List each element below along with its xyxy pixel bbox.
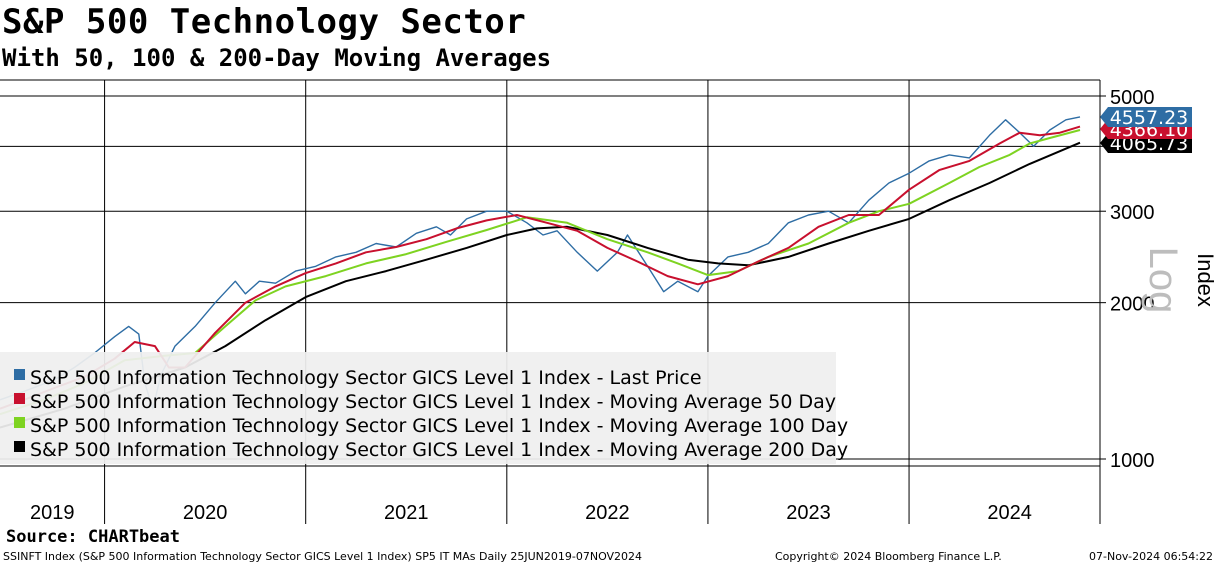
legend: S&P 500 Information Technology Sector GI… — [0, 352, 848, 464]
source-note: Source: CHARTbeat — [6, 527, 180, 547]
y-tick-label: 5000 — [1110, 87, 1155, 109]
last-value-tag-shape — [1100, 107, 1192, 127]
last-value-tag-label: 4557.23 — [1110, 107, 1189, 129]
series-line-ma200 — [0, 141, 1081, 429]
series-line-ma100 — [0, 129, 1081, 416]
x-tick-label: 2022 — [585, 502, 630, 524]
legend-label: S&P 500 Information Technology Sector GI… — [30, 415, 848, 437]
y-tick-label: 2000 — [1110, 294, 1155, 316]
legend-swatch — [14, 369, 25, 380]
last-value-tag: 4557.23 — [1100, 107, 1192, 129]
x-tick-label: 2024 — [987, 502, 1032, 524]
legend-swatch — [14, 393, 25, 404]
timestamp: 07-Nov-2024 06:54:22 — [1089, 550, 1214, 563]
x-tick-label: 2023 — [786, 502, 831, 524]
chart-subtitle: With 50, 100 & 200-Day Moving Averages — [2, 44, 552, 72]
copyright-note: Copyright© 2024 Bloomberg Finance L.P. — [775, 550, 1002, 563]
legend-label: S&P 500 Information Technology Sector GI… — [30, 391, 836, 413]
y-tick-label: 1000 — [1110, 450, 1155, 472]
chart-title: S&P 500 Technology Sector — [2, 2, 527, 42]
legend-label: S&P 500 Information Technology Sector GI… — [30, 439, 848, 461]
legend-swatch — [14, 417, 25, 428]
legend-label: S&P 500 Information Technology Sector GI… — [30, 367, 702, 389]
y-axis-title: Index — [1193, 253, 1218, 307]
x-tick-label: 2021 — [384, 502, 429, 524]
legend-background — [0, 352, 836, 464]
log-scale-label: Log — [1141, 247, 1185, 314]
x-tick-label: 2019 — [30, 502, 75, 524]
legend-swatch — [14, 441, 25, 452]
ticker-description: SSINFT Index (S&P 500 Information Techno… — [3, 550, 643, 563]
y-tick-label: 3000 — [1110, 202, 1155, 224]
x-tick-label: 2020 — [183, 502, 228, 524]
